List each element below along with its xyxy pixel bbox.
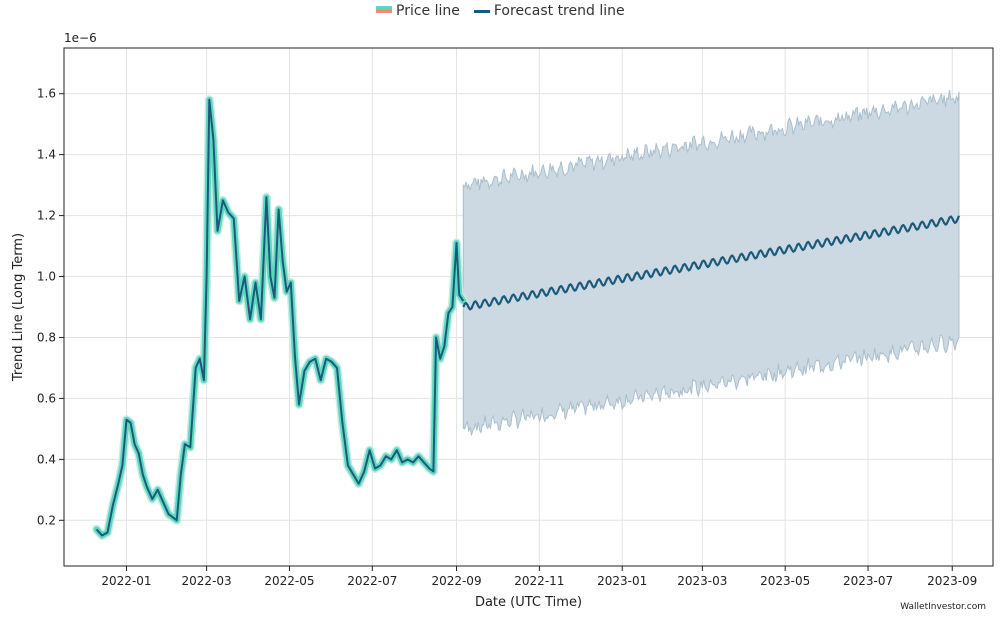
y-scale-label: 1e−6	[64, 31, 97, 45]
y-tick-label: 1.6	[37, 87, 56, 101]
y-tick-label: 0.6	[37, 391, 56, 405]
x-tick-label: 2023-07	[843, 574, 893, 588]
x-tick-label: 2022-05	[264, 574, 314, 588]
x-tick-label: 2023-09	[927, 574, 977, 588]
price-swatch-icon	[376, 6, 392, 13]
legend: Price line Forecast trend line	[376, 3, 639, 19]
plot-frame	[63, 47, 994, 567]
forecast-swatch-icon	[473, 9, 490, 13]
price-line-shadow	[92, 95, 468, 540]
y-tick-label: 0.2	[37, 513, 56, 527]
forecast-trend-line	[462, 215, 961, 311]
y-tick-label: 1.2	[37, 209, 56, 223]
x-tick-label: 2023-01	[597, 574, 647, 588]
x-axis-label: Date (UTC Time)	[475, 595, 582, 610]
y-tick-label: 1.0	[37, 270, 56, 284]
y-tick-label: 0.4	[37, 452, 56, 466]
price-line	[93, 96, 467, 539]
price-trend-core	[95, 98, 465, 537]
legend-label-forecast: Forecast trend line	[493, 3, 625, 19]
legend-item-price[interactable]: Price line	[376, 3, 460, 19]
x-tick-label: 2022-01	[101, 574, 151, 588]
x-tick-label: 2022-09	[431, 574, 481, 588]
x-tick-label: 2022-03	[182, 574, 232, 588]
x-tick-label: 2023-05	[760, 574, 810, 588]
y-axis-label: Trend Line (Long Term)	[11, 233, 26, 382]
legend-item-forecast[interactable]: Forecast trend line	[473, 3, 625, 19]
x-tick-label: 2022-11	[514, 574, 564, 588]
y-tick-label: 0.8	[37, 330, 56, 344]
x-tick-label: 2023-03	[677, 574, 727, 588]
x-tick-label: 2022-07	[347, 574, 397, 588]
watermark: WalletInvestor.com	[900, 602, 986, 612]
y-tick-label: 1.4	[37, 148, 56, 162]
legend-label-price: Price line	[396, 3, 460, 19]
